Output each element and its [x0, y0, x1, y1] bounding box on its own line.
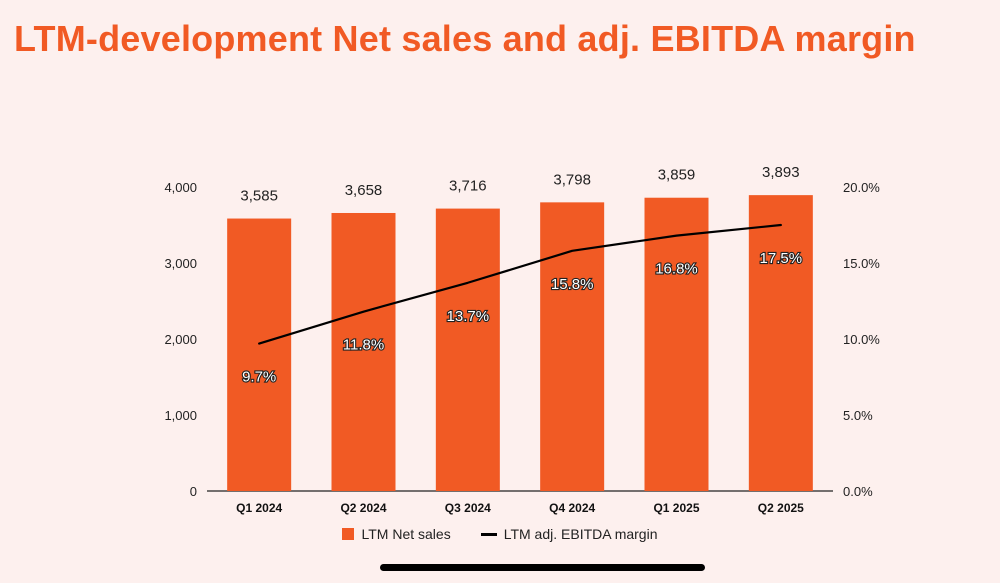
x-tick-label: Q2 2025: [758, 501, 804, 515]
bar-value-label: 3,658: [345, 182, 383, 199]
margin-line: [258, 223, 782, 345]
x-tick-label: Q4 2024: [549, 501, 595, 515]
line-value-label: 11.8%: [343, 337, 384, 354]
bar-value-label: 3,798: [553, 171, 591, 188]
line-series: [258, 223, 782, 345]
bar: [748, 195, 813, 491]
home-indicator[interactable]: [380, 564, 705, 571]
y-tick-label-left: 3,000: [164, 256, 197, 271]
legend-item-ebitda-margin: LTM adj. EBITDA margin: [480, 526, 658, 542]
legend-swatch-bar: [342, 528, 355, 540]
line-value-label: 13.7%: [447, 308, 490, 325]
bar: [435, 208, 500, 492]
x-tick-label: Q2 2024: [340, 501, 386, 515]
bar: [644, 197, 709, 491]
bar: [331, 212, 396, 491]
chart-axes: 0 1,000 2,000 3,000 4,000 0.0% 5.0% 10.0% 15.0% 2…: [164, 180, 880, 515]
bar: [227, 218, 292, 492]
data-labels: 3,585 3,658 3,716 3,798 3,859 3,893 9.7% 11.8% 1…: [240, 164, 803, 387]
line-value-label: 9.7%: [242, 369, 276, 386]
y-tick-label-left: 0: [190, 484, 197, 499]
x-tick-label: Q1 2024: [236, 501, 282, 515]
bar-value-label: 3,859: [658, 167, 696, 184]
y-tick-label-right: 10.0%: [843, 332, 880, 347]
line-value-label: 16.8%: [655, 261, 698, 278]
y-tick-label-right: 20.0%: [843, 180, 880, 195]
y-tick-label-right: 0.0%: [843, 484, 873, 499]
x-tick-label: Q1 2025: [653, 501, 699, 515]
y-tick-label-right: 5.0%: [843, 408, 873, 423]
bar-value-label: 3,585: [240, 188, 278, 205]
y-tick-label-left: 1,000: [164, 408, 197, 423]
legend-item-net-sales: LTM Net sales: [342, 526, 451, 542]
bar-value-label: 3,716: [449, 178, 487, 195]
line-value-label: 17.5%: [760, 250, 803, 267]
y-tick-label-left: 2,000: [164, 332, 197, 347]
line-value-label: 15.8%: [551, 276, 594, 293]
y-tick-label-right: 15.0%: [843, 256, 880, 271]
x-tick-label: Q3 2024: [445, 501, 491, 515]
y-tick-label-left: 4,000: [164, 180, 197, 195]
bar-series: [227, 195, 813, 492]
legend-label-ebitda-margin: LTM adj. EBITDA margin: [503, 526, 658, 542]
bar: [540, 202, 605, 492]
page-title: LTM-development Net sales and adj. EBITD…: [14, 18, 916, 59]
bar-value-label: 3,893: [762, 164, 800, 181]
chart-legend: LTM Net sales LTM adj. EBITDA margin: [0, 526, 1000, 542]
legend-label-net-sales: LTM Net sales: [361, 526, 451, 542]
legend-swatch-line: [480, 532, 497, 536]
